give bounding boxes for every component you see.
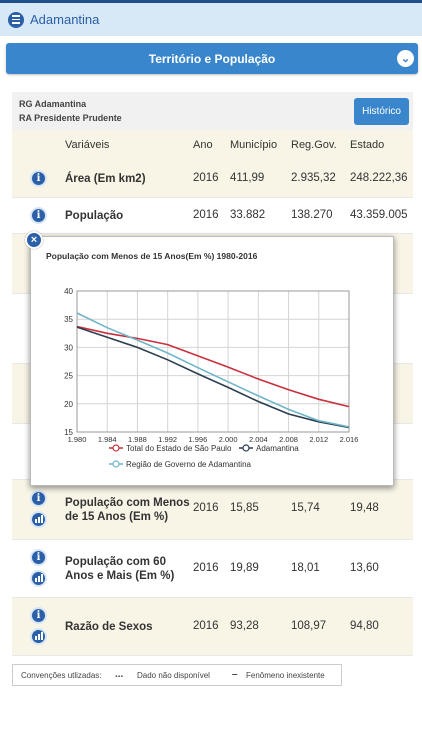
row-ano: 2016 <box>193 620 219 632</box>
region-header: RG Adamantina RA Presidente Prudente His… <box>12 92 413 130</box>
header-variaveis: Variáveis <box>65 139 110 151</box>
legend-marker <box>112 444 120 452</box>
y-tick-label: 25 <box>64 372 73 381</box>
chevron-down-icon[interactable]: ⌄ <box>397 50 414 67</box>
info-icon[interactable]: i <box>30 607 47 624</box>
header-ano: Ano <box>193 139 213 151</box>
section-title: Território e População <box>148 51 276 66</box>
table-row: i Razão de Sexos 2016 93,28 108,97 94,80 <box>12 598 413 656</box>
chart-title: População com Menos de 15 Anos(Em %) 198… <box>46 251 258 261</box>
y-tick-label: 35 <box>64 315 73 324</box>
y-tick-label: 30 <box>64 343 73 352</box>
app-bar: Adamantina <box>0 3 422 36</box>
x-tick-label: 1.996 <box>188 435 207 444</box>
row-reg-gov: 2.935,32 <box>291 172 336 184</box>
y-tick-label: 40 <box>64 287 73 296</box>
row-estado: 248.222,36 <box>350 172 408 184</box>
x-tick-label: 1.984 <box>98 435 117 444</box>
bar-chart-icon[interactable] <box>30 511 47 528</box>
table-row: i População com 60 Anos e Mais (Em %) 20… <box>12 540 413 598</box>
y-tick-label: 20 <box>64 400 73 409</box>
app-title: Adamantina <box>30 12 100 27</box>
row-municipio: 19,89 <box>230 562 259 574</box>
y-tick-label: 15 <box>64 428 73 437</box>
x-tick-label: 1.980 <box>68 435 87 444</box>
rg-label: RG Adamantina <box>19 99 87 109</box>
row-ano: 2016 <box>193 172 219 184</box>
legend-label: Total do Estado de São Paulo <box>126 444 232 453</box>
row-estado: 43.359.005 <box>350 209 408 221</box>
table-header: Variáveis Ano Município Reg.Gov. Estado <box>12 130 413 160</box>
row-ano: 2016 <box>193 209 219 221</box>
row-estado: 94,80 <box>350 620 379 632</box>
bar-chart-icon[interactable] <box>30 628 47 645</box>
row-estado: 13,60 <box>350 562 379 574</box>
conventions-label: Convenções utlizadas: <box>21 671 102 680</box>
ra-label: RA Presidente Prudente <box>19 113 122 123</box>
legend-marker <box>112 460 120 468</box>
section-dropdown[interactable]: Território e População ⌄ <box>6 43 418 74</box>
series-line <box>76 312 350 428</box>
header-estado: Estado <box>350 139 385 151</box>
legend-label: Adamantina <box>256 444 299 453</box>
row-reg-gov: 18,01 <box>291 562 320 574</box>
close-icon[interactable]: × <box>25 231 43 249</box>
nonexistent-symbol: – <box>232 669 238 680</box>
chart-popup: População com Menos de 15 Anos(Em %) 198… <box>30 236 394 486</box>
nonexistent-text: Fenômeno inexistente <box>246 671 325 680</box>
table-row: i População 2016 33.882 138.270 43.359.0… <box>12 198 413 234</box>
na-text: Dado não disponível <box>137 671 210 680</box>
top-accent-line <box>0 0 422 3</box>
info-icon[interactable]: i <box>30 207 47 224</box>
row-municipio: 15,85 <box>230 502 259 514</box>
history-button[interactable]: Histórico <box>354 98 409 125</box>
legend-marker <box>242 444 250 452</box>
row-variable: Área (Em km2) <box>65 173 146 185</box>
row-municipio: 93,28 <box>230 620 259 632</box>
series-line <box>76 326 350 429</box>
x-tick-label: 2.000 <box>219 435 238 444</box>
conventions-legend: Convenções utlizadas: ... Dado não dispo… <box>12 664 342 686</box>
row-municipio: 33.882 <box>230 209 266 221</box>
header-reg-gov: Reg.Gov. <box>291 139 337 151</box>
x-tick-label: 1.992 <box>158 435 177 444</box>
x-tick-label: 2.004 <box>249 435 268 444</box>
row-reg-gov: 15,74 <box>291 502 320 514</box>
info-icon[interactable]: i <box>30 549 47 566</box>
table-row: i Área (Em km2) 2016 411,99 2.935,32 248… <box>12 160 413 198</box>
row-variable: Razão de Sexos <box>65 621 153 633</box>
row-reg-gov: 138.270 <box>291 209 333 221</box>
row-ano: 2016 <box>193 502 219 514</box>
header-municipio: Município <box>230 139 278 151</box>
bar-chart-icon[interactable] <box>30 570 47 587</box>
line-chart: 15 20 25 30 35 40 1.980 1.984 1.988 1.992 1.996 2.0… <box>64 287 359 469</box>
info-icon[interactable]: i <box>30 490 47 507</box>
x-tick-label: 2.012 <box>309 435 328 444</box>
series-line <box>76 325 350 408</box>
row-reg-gov: 108,97 <box>291 620 327 632</box>
na-symbol: ... <box>115 669 124 680</box>
x-tick-label: 2.008 <box>279 435 298 444</box>
row-variable: População com Menos de 15 Anos (Em %) <box>65 497 190 523</box>
info-icon[interactable]: i <box>30 170 47 187</box>
row-municipio: 411,99 <box>230 172 265 184</box>
x-tick-label: 1.988 <box>128 435 147 444</box>
row-variable: População <box>65 210 124 222</box>
legend-label: Região de Governo de Adamantina <box>126 460 252 469</box>
menu-icon[interactable] <box>8 11 24 28</box>
x-tick-label: 2.016 <box>340 435 359 444</box>
row-estado: 19,48 <box>350 502 379 514</box>
row-variable: População com 60 Anos e Mais (Em %) <box>65 556 175 582</box>
plot-area <box>76 290 350 433</box>
table-row: i População com Menos de 15 Anos (Em %) … <box>12 480 413 540</box>
row-ano: 2016 <box>193 562 219 574</box>
